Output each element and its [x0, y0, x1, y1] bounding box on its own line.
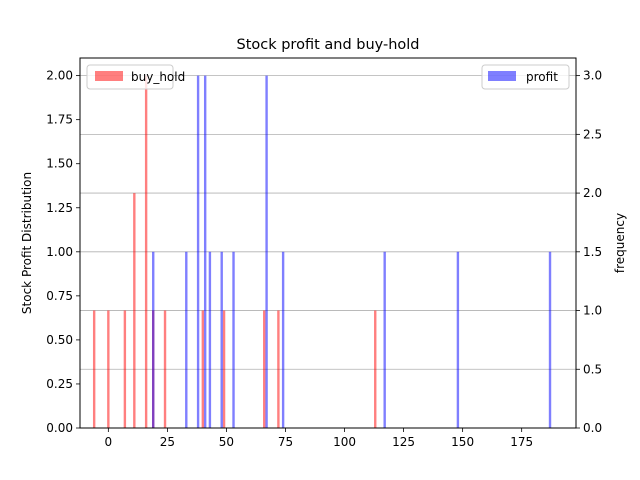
y-axis-right-label: frequency [613, 213, 627, 273]
y-right-tick-label-4: 2.0 [583, 186, 602, 200]
profit-bars [152, 75, 552, 428]
x-tick-label-2: 50 [219, 435, 234, 449]
y-right-tick-label-6: 3.0 [583, 69, 602, 83]
buy_hold-bar-0 [92, 310, 96, 428]
legend-buy-hold: buy_hold [86, 64, 185, 90]
y-left-tick-label-1: 0.25 [46, 377, 73, 391]
y-left-tick-label-5: 1.25 [46, 201, 73, 215]
profit-bar-1 [185, 251, 188, 428]
profit-bar-0 [152, 251, 155, 428]
legend-swatch-buy-hold [95, 71, 123, 81]
x-tick-label-6: 150 [451, 435, 474, 449]
profit-bar-3 [203, 75, 207, 428]
profit-bar-9 [383, 251, 386, 428]
y-right-tick-label-2: 1.0 [583, 304, 602, 318]
y-left-tick-label-3: 0.75 [46, 289, 73, 303]
x-tick-label-0: 0 [105, 435, 113, 449]
y-axis-right: 0.0 0.5 1.0 1.5 2.0 2.5 3.0 [576, 69, 602, 435]
y-left-tick-label-6: 1.50 [46, 157, 73, 171]
y-right-tick-label-3: 1.5 [583, 245, 602, 259]
profit-bar-7 [265, 75, 268, 428]
chart-title: Stock profit and buy-hold [236, 37, 419, 53]
legend-profit: profit [481, 64, 570, 90]
x-tick-label-7: 175 [510, 435, 533, 449]
legend-label-profit: profit [526, 70, 558, 84]
y-right-tick-label-1: 0.5 [583, 362, 602, 376]
x-tick-label-4: 100 [333, 435, 356, 449]
profit-bar-6 [232, 251, 235, 428]
y-axis-left-label: Stock Profit Distribution [20, 172, 34, 314]
legend-label-buy-hold: buy_hold [131, 70, 185, 84]
buy_hold-bar-3 [133, 193, 136, 428]
profit-bar-5 [220, 251, 223, 428]
plot-frame [79, 57, 577, 429]
buy_hold-bar-1 [107, 310, 110, 428]
y-left-tick-label-8: 2.00 [46, 69, 73, 83]
x-axis: 0 25 50 75 100 125 150 175 [105, 428, 533, 449]
y-right-tick-label-0: 0.0 [583, 421, 602, 435]
x-tick-label-5: 125 [392, 435, 415, 449]
y-left-tick-label-4: 1.00 [46, 245, 73, 259]
profit-bar-11 [548, 251, 552, 428]
y-left-tick-label-0: 0.00 [46, 421, 73, 435]
buy_hold-bar-6 [163, 310, 167, 428]
profit-bar-10 [456, 251, 460, 428]
y-left-tick-label-2: 0.50 [46, 333, 73, 347]
y-axis-left: 0.00 0.25 0.50 0.75 1.00 1.25 1.50 1.75 2.00 [46, 69, 80, 435]
buy_hold-bar-4 [144, 75, 148, 428]
buy_hold-bar-11 [374, 310, 377, 428]
profit-bar-4 [208, 251, 212, 428]
buy_hold-bar-8 [222, 310, 226, 428]
y-left-tick-label-7: 1.75 [46, 113, 73, 127]
buy_hold-bar-7 [201, 310, 205, 428]
buy_hold-bar-9 [263, 310, 266, 428]
y-right-tick-label-5: 2.5 [583, 127, 602, 141]
x-tick-label-1: 25 [160, 435, 175, 449]
profit-bar-2 [196, 75, 200, 428]
profit-bar-8 [281, 251, 285, 428]
legend-swatch-profit [488, 71, 516, 81]
buy_hold-bar-2 [123, 310, 127, 428]
buy_hold-bar-10 [277, 310, 280, 428]
x-tick-label-3: 75 [278, 435, 293, 449]
